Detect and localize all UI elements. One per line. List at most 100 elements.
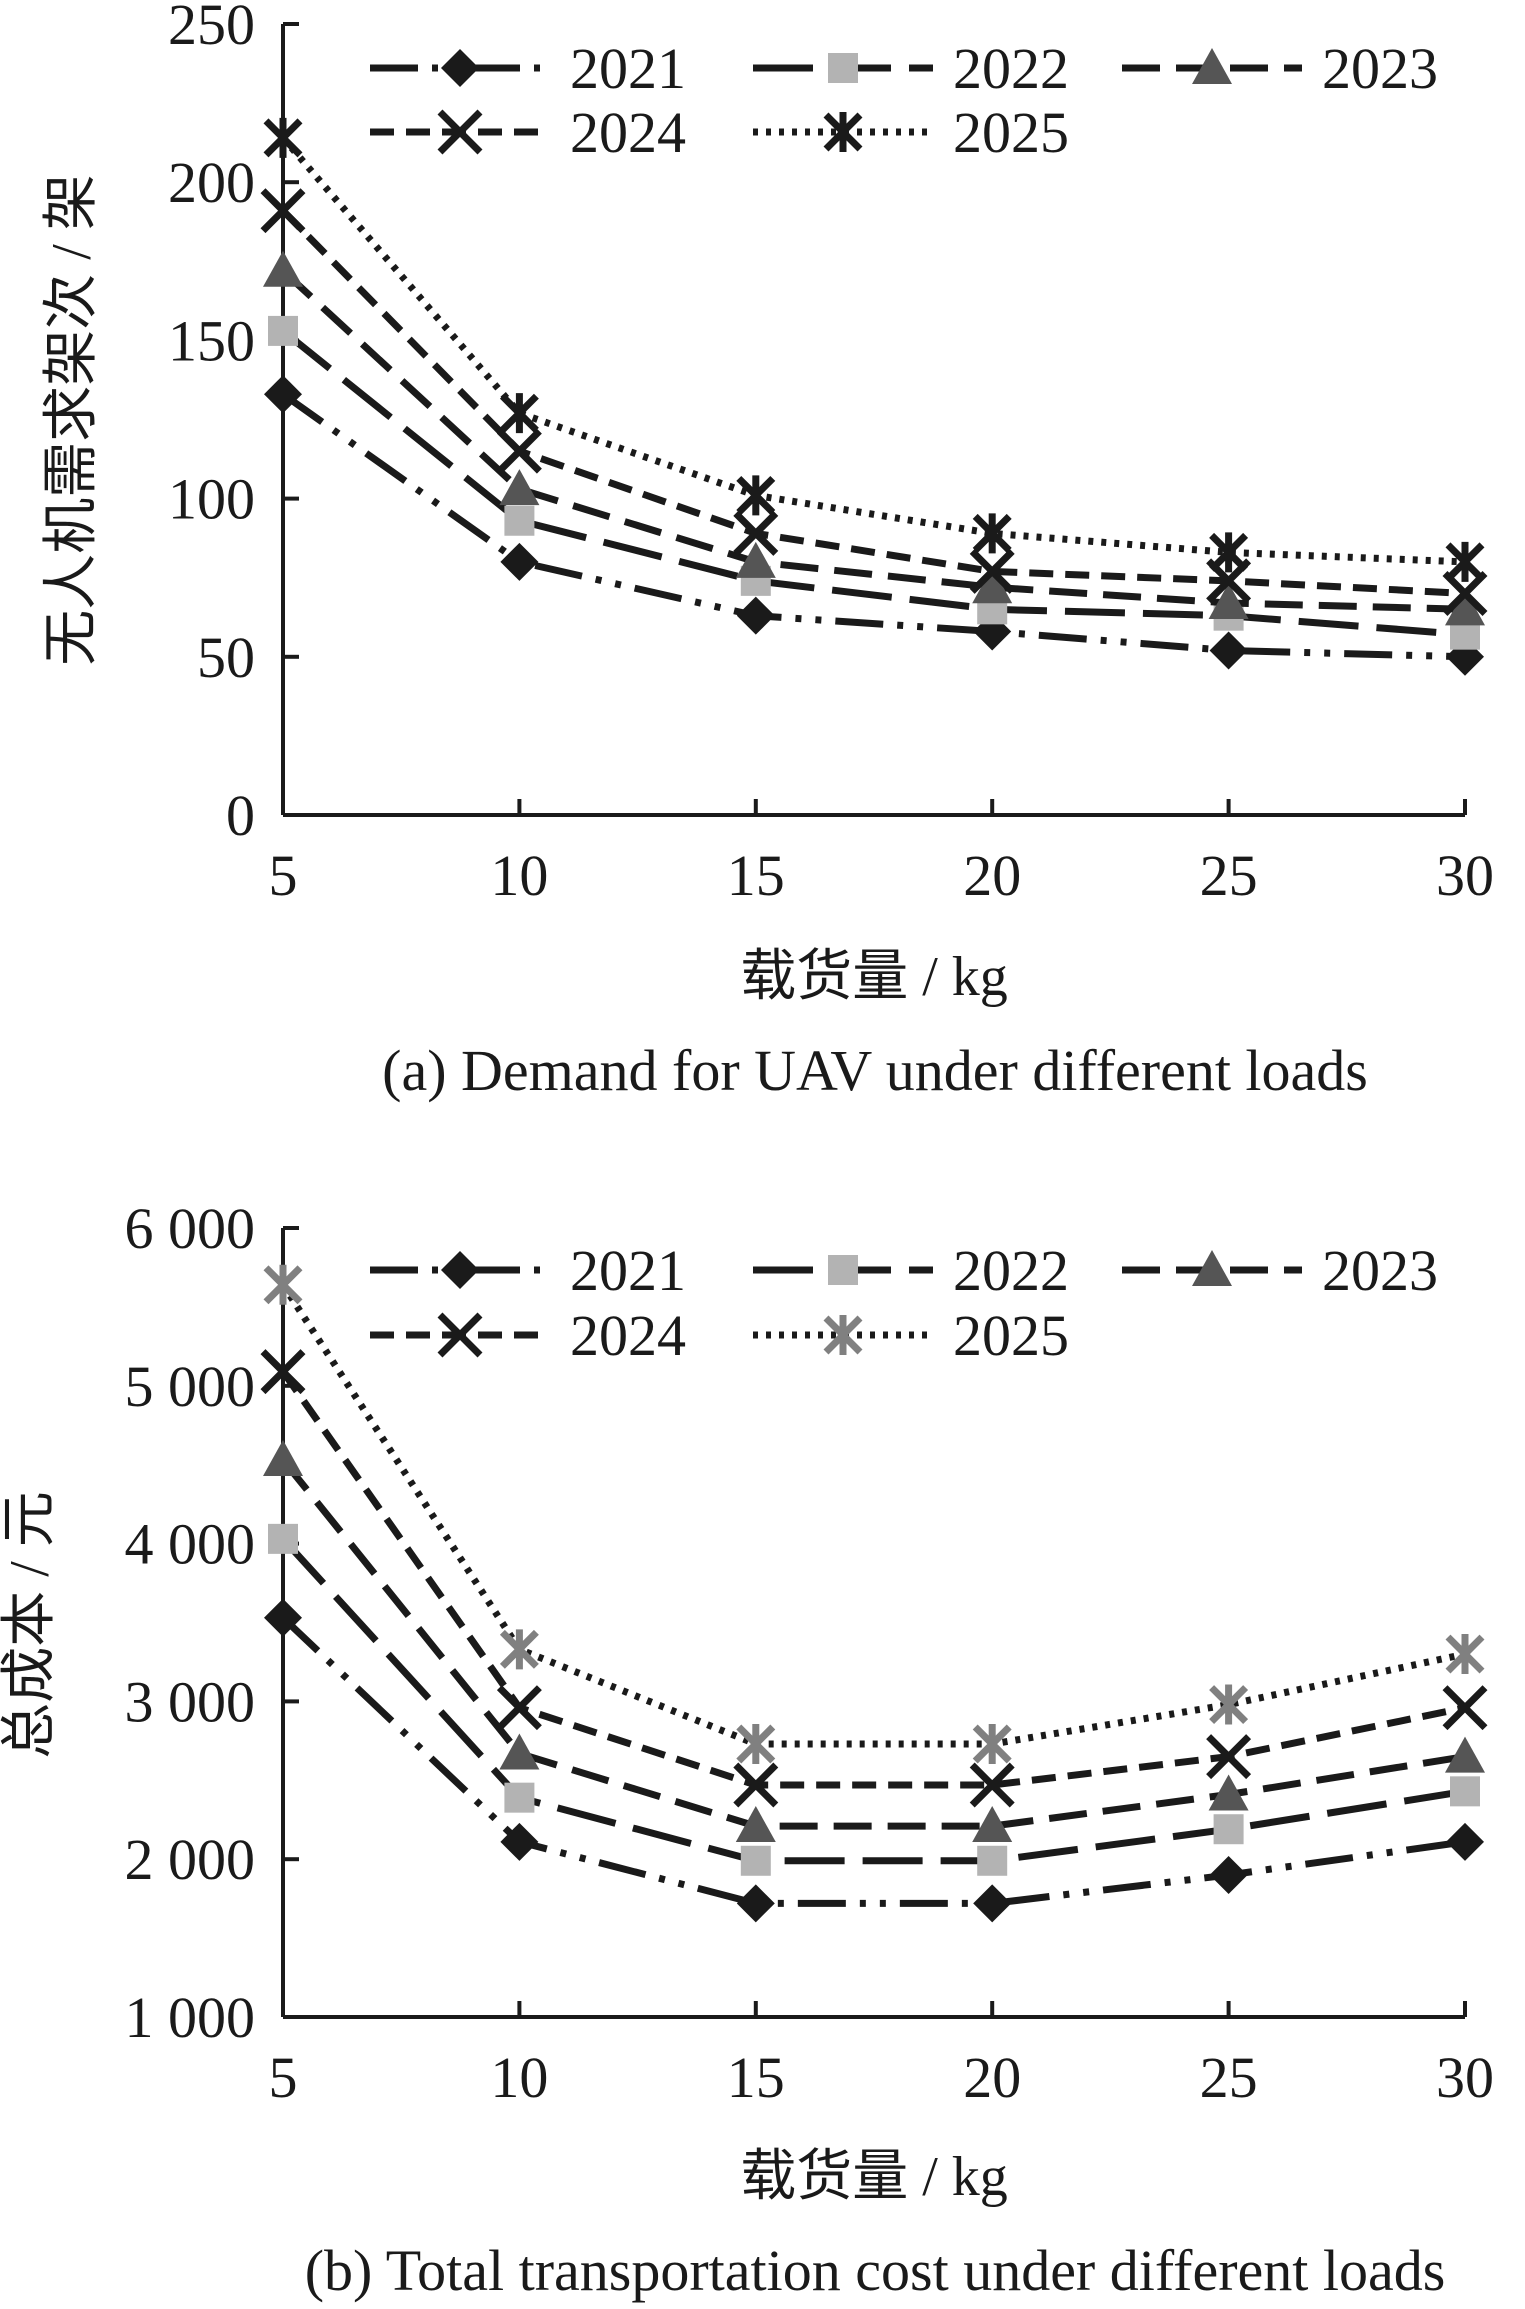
legend-label: 2021 — [570, 1238, 686, 1303]
series-2023 — [263, 1439, 1485, 1843]
legend-label: 2022 — [953, 36, 1069, 101]
data-point — [972, 1724, 1012, 1765]
legend-label: 2025 — [953, 1303, 1069, 1368]
data-point — [496, 1685, 542, 1731]
x-tick-label: 25 — [1200, 843, 1258, 908]
y-tick-label: 5 000 — [125, 1354, 256, 1419]
series-line — [280, 1536, 1466, 1865]
x-tick-label: 20 — [963, 2045, 1021, 2110]
data-point — [735, 541, 776, 578]
data-point — [735, 1806, 776, 1843]
data-point — [1209, 532, 1249, 573]
y-tick-label: 3 000 — [125, 1669, 256, 1734]
legend-label: 2023 — [1322, 36, 1438, 101]
data-point — [977, 1845, 1008, 1876]
y-tick-label: 0 — [226, 783, 255, 848]
data-point — [499, 469, 540, 506]
data-point — [504, 1782, 535, 1813]
data-point — [264, 375, 302, 414]
legend-item: 2023 — [1122, 36, 1438, 101]
series-line — [280, 1282, 1466, 1748]
y-tick-label: 1 000 — [125, 1985, 256, 2050]
y-tick-label: 100 — [168, 467, 255, 532]
x-tick-label: 10 — [490, 843, 548, 908]
series-2022 — [268, 315, 1480, 650]
series-2025 — [263, 1264, 1485, 1765]
series-line — [280, 328, 1466, 639]
data-point — [268, 315, 298, 346]
data-point — [1209, 631, 1248, 670]
x-tick-label: 5 — [269, 843, 298, 908]
data-point — [1208, 1774, 1249, 1811]
legend-label: 2024 — [570, 100, 686, 165]
y-tick-label: 200 — [168, 150, 255, 215]
data-point — [1206, 1734, 1252, 1780]
series-2024 — [260, 1349, 1488, 1808]
legend-item: 2021 — [370, 36, 686, 101]
figure-caption: (a) Demand for UAV under different loads — [382, 1038, 1368, 1103]
series-2021 — [264, 1598, 1484, 1923]
data-point — [260, 1349, 306, 1395]
data-point — [736, 1724, 776, 1765]
legend-item: 2024 — [370, 100, 686, 165]
figure-caption: (b) Total transportation cost under diff… — [305, 2238, 1446, 2303]
x-tick-label: 20 — [963, 843, 1021, 908]
series-line — [280, 268, 1466, 613]
data-point — [1209, 1855, 1248, 1894]
legend-label: 2025 — [953, 100, 1069, 165]
data-point — [736, 596, 775, 635]
data-point — [1445, 589, 1485, 626]
series-line — [280, 1457, 1466, 1830]
x-axis-title: 载货量 / kg — [740, 2146, 1008, 2208]
data-point — [499, 393, 539, 434]
data-point — [1208, 583, 1249, 620]
legend-marker — [823, 1315, 863, 1355]
y-tick-label: 2 000 — [125, 1827, 256, 1892]
data-point — [268, 1523, 298, 1554]
data-point — [1442, 571, 1488, 616]
legend-marker — [441, 49, 479, 87]
series-line — [280, 208, 1466, 597]
data-point — [1442, 1685, 1488, 1731]
data-point — [1213, 1814, 1244, 1845]
legend-label: 2022 — [953, 1238, 1069, 1303]
y-tick-label: 50 — [197, 625, 255, 690]
legend-item: 2021 — [370, 1238, 686, 1303]
x-tick-label: 15 — [727, 843, 785, 908]
legend-marker — [1192, 48, 1232, 84]
y-tick-label: 6 000 — [125, 1196, 256, 1261]
legend-label: 2023 — [1322, 1238, 1438, 1303]
series-2022 — [268, 1523, 1480, 1876]
data-point — [263, 250, 303, 287]
x-tick-label: 10 — [490, 2045, 548, 2110]
series-line — [280, 391, 1466, 661]
data-point — [1209, 1684, 1249, 1725]
data-point — [972, 567, 1013, 604]
legend-item: 2022 — [753, 1238, 1069, 1303]
legend-item: 2024 — [370, 1303, 686, 1368]
series-line — [280, 1615, 1466, 1907]
data-point — [499, 1733, 540, 1770]
legend-item: 2025 — [753, 100, 1069, 165]
data-point — [1450, 1776, 1480, 1807]
data-point — [504, 505, 535, 536]
legend-item: 2023 — [1122, 1238, 1438, 1303]
data-point — [736, 1884, 775, 1923]
data-point — [736, 475, 776, 516]
data-point — [1446, 1822, 1484, 1861]
data-point — [740, 1845, 771, 1876]
data-point — [260, 188, 306, 234]
series-2024 — [260, 188, 1488, 616]
x-tick-label: 30 — [1436, 843, 1494, 908]
legend-item: 2022 — [753, 36, 1069, 101]
series-line — [280, 1369, 1466, 1789]
y-axis-title: 无人机需求架次 / 架 — [41, 174, 103, 666]
data-point — [969, 1762, 1015, 1808]
y-tick-label: 4 000 — [125, 1512, 256, 1577]
series-line — [280, 135, 1466, 566]
data-point — [969, 548, 1015, 594]
data-point — [499, 1629, 539, 1670]
